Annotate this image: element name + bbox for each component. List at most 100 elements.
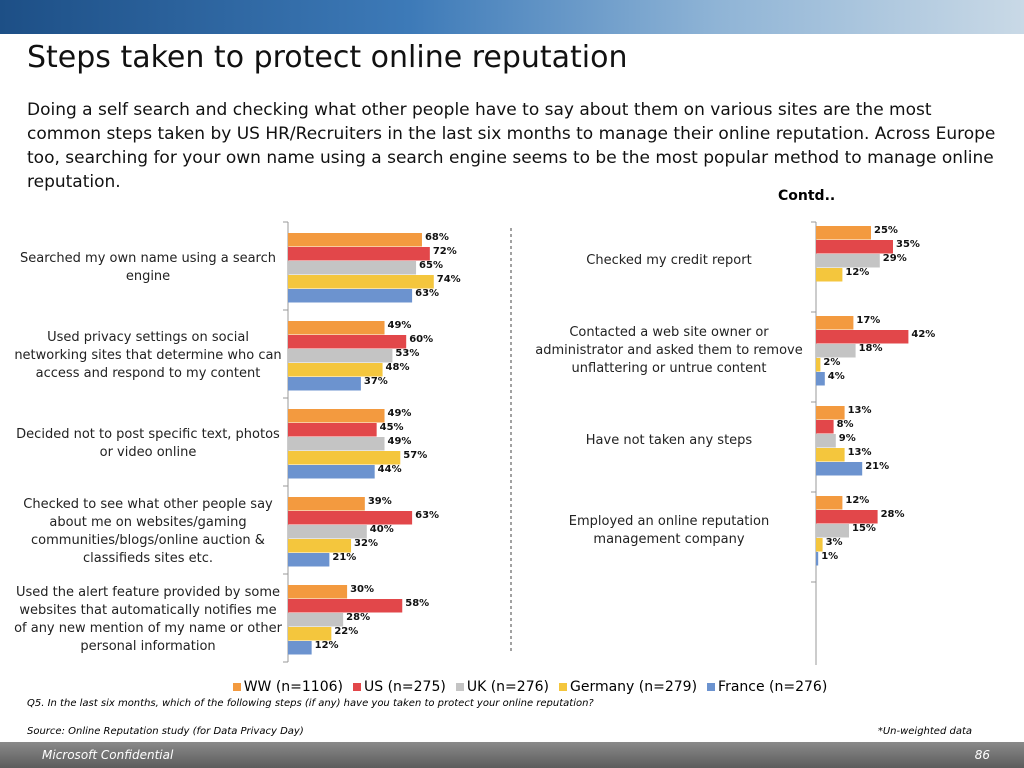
category-label: Checked my credit report: [586, 253, 752, 268]
category-label: Checked to see what other people say abo…: [23, 497, 273, 566]
bar: [816, 316, 854, 330]
data-label: 28%: [346, 612, 370, 623]
data-label: 60%: [409, 334, 433, 345]
source-note: Source: Online Reputation study (for Dat…: [27, 726, 304, 737]
bar: [288, 613, 344, 627]
data-label: 12%: [845, 267, 869, 278]
data-label: 8%: [837, 419, 854, 430]
footer-text: Microsoft Confidential: [42, 748, 174, 762]
data-label: 13%: [848, 447, 872, 458]
continued-label: Contd..: [778, 188, 836, 204]
bar: [288, 437, 385, 451]
category-label: Employed an online reputation management…: [568, 514, 770, 547]
footer-bar: [0, 742, 1024, 768]
data-label: 48%: [386, 362, 410, 373]
bar: [816, 344, 856, 358]
data-label: 29%: [883, 253, 907, 264]
data-label: 49%: [388, 408, 412, 419]
bar: [816, 406, 845, 420]
question-note: Q5. In the last six months, which of the…: [27, 698, 594, 709]
bar: [816, 524, 849, 538]
bar: [288, 539, 352, 553]
bar: [816, 462, 863, 476]
data-label: 32%: [354, 538, 378, 549]
category-label: Used the alert feature provided by some …: [14, 585, 282, 654]
bar: [288, 349, 393, 363]
bar: [816, 510, 878, 524]
data-label: 21%: [332, 552, 356, 563]
legend-label: WW (n=1106): [243, 679, 343, 695]
page-number: 86: [974, 748, 990, 762]
data-label: 35%: [896, 239, 920, 250]
data-label: 1%: [821, 551, 838, 562]
category-label: Decided not to post specific text, photo…: [16, 427, 280, 460]
legend-item: Germany (n=279): [558, 679, 698, 695]
legend-swatch: [353, 683, 361, 691]
legend-item: US (n=275): [353, 679, 446, 695]
data-label: 4%: [828, 371, 845, 382]
bar: [816, 420, 834, 434]
legend: WW (n=1106) US (n=275) UK (n=276) Germany (…: [200, 679, 860, 695]
data-label: 65%: [419, 260, 443, 271]
slide-title: Steps taken to protect online reputation: [27, 40, 628, 75]
weight-note: *Un-weighted data: [877, 726, 972, 737]
data-label: 28%: [881, 509, 905, 520]
bar: [288, 289, 413, 303]
data-label: 30%: [350, 584, 374, 595]
bar: [816, 552, 819, 566]
legend-swatch: [707, 683, 716, 691]
bar: [288, 321, 385, 335]
bar: [816, 330, 909, 344]
legend-label: France (n=276): [718, 679, 828, 695]
legend-label: US (n=275): [364, 679, 446, 695]
data-label: 40%: [370, 524, 394, 535]
data-label: 15%: [852, 523, 876, 534]
data-label: 9%: [839, 433, 856, 444]
category-label: Used privacy settings on social networki…: [14, 330, 282, 381]
bar: [288, 627, 332, 641]
data-label: 44%: [378, 464, 402, 475]
bar: [288, 511, 413, 525]
data-label: 13%: [848, 405, 872, 416]
bar: [288, 423, 377, 437]
data-label: 25%: [874, 225, 898, 236]
data-label: 12%: [315, 640, 339, 651]
legend-label: Germany (n=279): [569, 679, 698, 695]
bar: [288, 599, 403, 613]
bar: [288, 261, 417, 275]
category-label: Searched my own name using a search engi…: [19, 251, 277, 284]
legend-swatch: [232, 683, 241, 691]
data-label: 18%: [859, 343, 883, 354]
data-label: 21%: [865, 461, 889, 472]
bar: [288, 525, 367, 539]
data-label: 17%: [856, 315, 880, 326]
legend-item: France (n=276): [707, 679, 827, 695]
bar: [816, 372, 825, 386]
bar: [288, 247, 430, 261]
bar: [288, 363, 383, 377]
data-label: 42%: [911, 329, 935, 340]
data-label: 53%: [395, 348, 419, 359]
bar: [816, 358, 821, 372]
bar: [816, 538, 823, 552]
slide-subtitle: Doing a self search and checking what ot…: [27, 100, 996, 192]
data-label: 57%: [403, 450, 427, 461]
bar: [288, 553, 330, 567]
data-label: 37%: [364, 376, 388, 387]
bar: [288, 377, 361, 391]
bar: [816, 448, 845, 462]
bar: [288, 233, 422, 247]
bar: [288, 497, 365, 511]
data-label: 68%: [425, 232, 449, 243]
data-label: 63%: [415, 510, 439, 521]
data-label: 39%: [368, 496, 392, 507]
bar: [816, 226, 871, 240]
legend-swatch: [558, 683, 567, 691]
bar: [816, 434, 836, 448]
legend-item: UK (n=276): [455, 679, 549, 695]
bar: [288, 585, 348, 599]
legend-item: WW (n=1106): [232, 679, 343, 695]
legend-swatch: [455, 683, 464, 691]
